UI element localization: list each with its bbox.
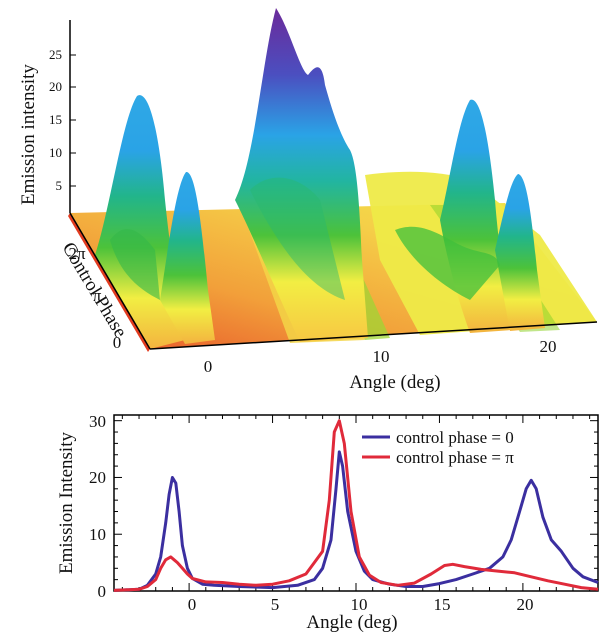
x-tick-label: 0 (188, 595, 197, 614)
z-tick-label: 15 (49, 112, 62, 127)
z-tick-label: 10 (49, 145, 62, 160)
line-plot: 0 10 20 30 0 5 10 15 20 Angle (deg) Emis… (56, 412, 599, 633)
x-tick-label: 20 (540, 337, 557, 356)
series-line-phase-0 (113, 450, 599, 592)
series-line-phase-pi (113, 419, 599, 592)
y-tick-label: 20 (89, 468, 106, 487)
legend: control phase = 0 control phase = π (362, 428, 514, 467)
z-tick-label: 25 (49, 47, 62, 62)
z-tick-label: 20 (49, 79, 62, 94)
x-axis-label: Angle (deg) (306, 612, 397, 633)
x-tick-label: 20 (517, 595, 534, 614)
y-tick-label: π (93, 286, 102, 305)
y-tick-label: 30 (89, 412, 106, 431)
surface-peak-center-band (250, 177, 345, 300)
y-tick-label: 2π (68, 244, 86, 263)
surface-peak-center (235, 8, 368, 342)
y-tick-label: 0 (113, 333, 122, 352)
legend-label-phase-pi: control phase = π (396, 448, 514, 467)
surface-saddle (395, 226, 500, 300)
x-minor-ticks (121, 415, 591, 591)
z-tick-label: 5 (56, 178, 63, 193)
x-tick-label: 10 (373, 347, 390, 366)
x-tick-label: 10 (351, 595, 368, 614)
x-tick-label: 0 (204, 357, 213, 376)
x-tick-label: 15 (434, 595, 451, 614)
surface-front-face (68, 213, 150, 352)
x-axis-label: Angle (deg) (349, 372, 440, 393)
legend-label-phase-0: control phase = 0 (396, 428, 514, 447)
x-axis-line (149, 321, 598, 350)
surface-peak-left-b (160, 171, 215, 344)
y-tick-label: 10 (89, 525, 106, 544)
series-layer (113, 419, 599, 592)
z-ticks: 5 10 15 20 25 (49, 47, 76, 193)
surface-peak-right-b (495, 174, 545, 331)
surface-peak-left-band (110, 229, 160, 300)
z-axis-label: Emission intensity (18, 64, 39, 205)
x-tick-label: 5 (271, 595, 280, 614)
y-axis-label: Emission Intensity (56, 432, 77, 574)
surface-plot: 5 10 15 20 25 Emission intensity Control… (18, 8, 598, 393)
y-axis-line (69, 212, 151, 350)
y-tick-label: 0 (98, 582, 107, 601)
